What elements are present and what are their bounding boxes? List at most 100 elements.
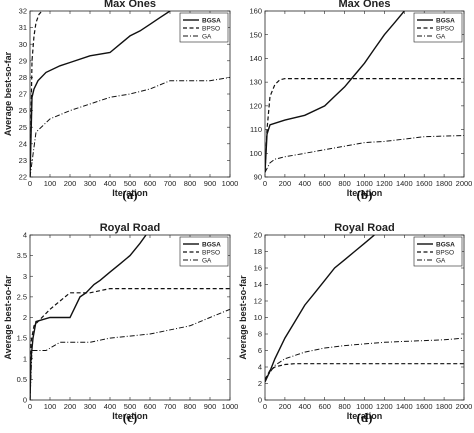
- x-tick-label: 800: [184, 402, 197, 411]
- y-tick-label: 1: [23, 354, 27, 363]
- y-tick-label: 10: [254, 313, 262, 322]
- x-tick-label: 100: [44, 402, 57, 411]
- panel-caption: (a): [122, 187, 137, 202]
- x-tick-label: 600: [318, 402, 331, 411]
- y-tick-label: 110: [250, 125, 262, 134]
- x-axis-label: Iteration: [112, 188, 148, 198]
- series-line-bpso: [30, 288, 230, 400]
- y-axis-label: Average best-so-far: [3, 275, 13, 360]
- chart-title: Max Ones: [339, 0, 391, 10]
- y-tick-label: 160: [249, 7, 262, 16]
- series-line-ga: [30, 76, 230, 177]
- series-line-bgsa: [30, 11, 171, 177]
- legend-label: BPSO: [202, 25, 220, 32]
- series-group: [265, 235, 464, 383]
- legend-label: BGSA: [202, 17, 221, 24]
- x-tick-label: 600: [144, 179, 157, 188]
- series-line-bpso: [265, 77, 464, 173]
- legend-box: [413, 236, 463, 267]
- x-tick-label: 500: [124, 179, 137, 188]
- y-tick-label: 3: [23, 272, 27, 281]
- y-tick-label: 31: [19, 23, 27, 32]
- series-group: [265, 11, 464, 173]
- series-line-bgsa: [265, 11, 405, 173]
- legend-label: GA: [436, 257, 446, 264]
- panel-caption: (b): [357, 187, 373, 202]
- chart-panel-1: Max Ones 0 200 400 600 800 1000 1200 1400 1600 180…: [249, 0, 472, 202]
- y-tick-label: 30: [19, 40, 27, 49]
- series-line-bgsa: [30, 235, 147, 400]
- legend-box: [179, 236, 229, 267]
- x-tick-label: 600: [318, 179, 331, 188]
- x-tick-label: 1800: [436, 179, 453, 188]
- legend-label: GA: [202, 257, 212, 264]
- y-axis-label: Average best-so-far: [3, 51, 13, 136]
- legend-label: BGSA: [436, 241, 455, 248]
- y-tick-label: 6: [258, 346, 262, 355]
- x-tick-label: 800: [184, 179, 197, 188]
- y-tick-label: 22: [19, 173, 27, 182]
- legend-box: [179, 12, 229, 43]
- series-line-ga: [265, 337, 464, 380]
- series-group: [30, 235, 230, 400]
- x-tick-label: 200: [279, 402, 292, 411]
- x-tick-label: 0: [263, 179, 267, 188]
- x-tick-label: 800: [338, 402, 351, 411]
- y-tick-label: 2: [23, 313, 27, 322]
- x-tick-label: 800: [338, 179, 351, 188]
- y-tick-label: 0: [23, 396, 27, 405]
- series-line-ga: [30, 308, 230, 400]
- series-line-bgsa: [265, 235, 375, 383]
- y-tick-label: 2.5: [17, 292, 27, 301]
- x-tick-label: 1600: [416, 402, 433, 411]
- y-tick-label: 90: [254, 173, 262, 182]
- y-tick-label: 130: [249, 78, 262, 87]
- x-tick-label: 1200: [376, 179, 393, 188]
- y-tick-label: 32: [19, 7, 27, 16]
- x-tick-label: 2000: [456, 402, 473, 411]
- x-tick-label: 1400: [396, 179, 413, 188]
- x-tick-label: 300: [84, 179, 97, 188]
- legend-label: BGSA: [436, 17, 455, 24]
- panel-caption: (c): [123, 410, 137, 425]
- x-tick-label: 1000: [356, 179, 373, 188]
- y-tick-label: 18: [254, 247, 262, 256]
- legend-label: BGSA: [202, 241, 221, 248]
- x-tick-label: 1000: [222, 402, 239, 411]
- y-tick-label: 28: [19, 73, 27, 82]
- legend-box: [413, 12, 463, 43]
- y-tick-label: 23: [19, 156, 27, 165]
- y-tick-label: 0: [258, 396, 262, 405]
- y-tick-label: 14: [254, 280, 262, 289]
- x-tick-label: 2000: [456, 179, 473, 188]
- x-tick-label: 400: [104, 179, 117, 188]
- y-tick-label: 120: [249, 101, 262, 110]
- x-tick-label: 1000: [222, 179, 239, 188]
- chart-title: Royal Road: [100, 222, 161, 234]
- chart-title: Royal Road: [334, 222, 395, 234]
- y-tick-label: 2: [258, 379, 262, 388]
- y-tick-label: 8: [258, 330, 262, 339]
- y-tick-label: 100: [249, 149, 262, 158]
- y-tick-label: 29: [19, 56, 27, 65]
- x-tick-label: 700: [164, 402, 177, 411]
- x-tick-label: 700: [164, 179, 177, 188]
- y-tick-label: 20: [254, 231, 262, 240]
- x-tick-label: 900: [204, 179, 217, 188]
- series-line-ga: [265, 135, 464, 173]
- y-tick-label: 25: [19, 123, 27, 132]
- x-tick-label: 400: [299, 402, 312, 411]
- x-axis-label: Iteration: [347, 411, 383, 421]
- y-tick-label: 16: [254, 264, 262, 273]
- x-tick-label: 1600: [416, 179, 433, 188]
- x-axis-label: Iteration: [347, 188, 383, 198]
- legend-label: BPSO: [436, 249, 454, 256]
- x-tick-label: 200: [279, 179, 292, 188]
- y-tick-label: 26: [19, 106, 27, 115]
